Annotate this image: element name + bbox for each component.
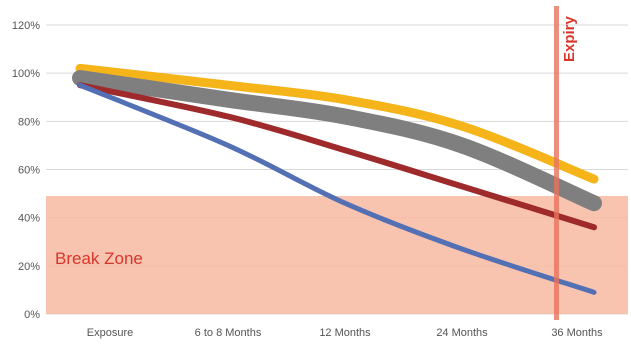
x-tick-label: 6 to 8 Months [195,327,262,339]
y-tick-label: 40% [18,213,40,225]
series-line-3 [77,82,597,231]
x-tick-label: 36 Months [551,327,603,339]
x-tick-label: 24 Months [436,327,488,339]
series-line-2 [72,69,602,212]
y-tick-label: 60% [18,165,40,177]
y-tick-label: 80% [18,116,40,128]
x-tick-label: Exposure [87,327,133,339]
y-tick-label: 120% [12,20,40,32]
y-tick-label: 0% [24,309,40,321]
x-axis: Exposure 6 to 8 Months 12 Months 24 Months 3… [87,327,603,339]
expiry-label: Expiry [561,15,578,62]
series-line-4 [77,82,597,295]
expiry-marker [554,6,559,320]
break-zone-label: Break Zone [55,249,143,268]
x-tick-label: 12 Months [319,327,371,339]
y-tick-label: 100% [12,68,40,80]
series-layer [72,63,602,295]
y-tick-label: 20% [18,261,40,273]
y-axis: 0% 20% 40% 60% 80% 100% 120% [12,20,40,321]
series-line-1 [75,63,599,184]
break-zone-area [46,195,628,314]
